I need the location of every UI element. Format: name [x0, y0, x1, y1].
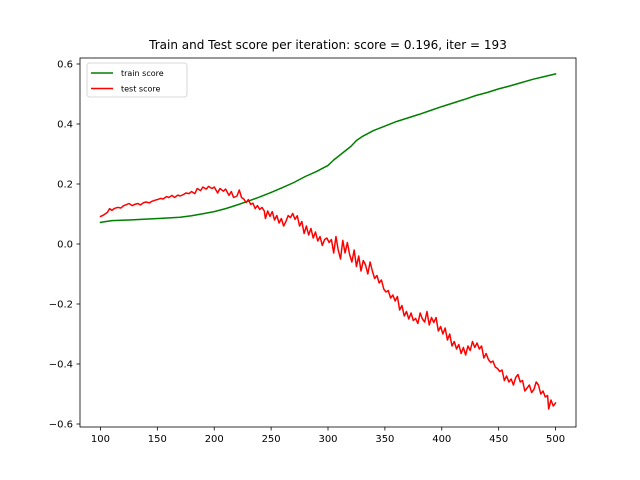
- x-tick-label: 400: [432, 434, 451, 445]
- y-tick-label: 0.6: [57, 60, 73, 71]
- y-tick-label: −0.2: [49, 300, 73, 311]
- x-tick-label: 250: [262, 434, 281, 445]
- y-tick-label: 0.0: [57, 240, 73, 251]
- chart-title: Train and Test score per iteration: scor…: [148, 38, 507, 52]
- x-tick-label: 300: [318, 434, 337, 445]
- y-tick-label: 0.2: [57, 180, 73, 191]
- legend: train score test score: [86, 62, 188, 98]
- x-tick-label: 200: [205, 434, 224, 445]
- x-tick-label: 450: [489, 434, 508, 445]
- y-tick-label: −0.4: [49, 360, 73, 371]
- x-tick-label: 500: [546, 434, 565, 445]
- series-line-test-score: [99, 185, 557, 410]
- y-tick-label: 0.4: [57, 120, 73, 131]
- x-tick-label: 350: [375, 434, 394, 445]
- legend-label-test-score: test score: [121, 85, 160, 94]
- plot-area: [99, 72, 557, 410]
- x-tick-label: 150: [148, 434, 167, 445]
- axes: 100 150 200 250 300 350 400 450 500 −0.6 −0.4 −0.2 0…: [49, 57, 577, 445]
- series-line-train-score: [99, 72, 557, 224]
- x-tick-label: 100: [91, 434, 110, 445]
- y-tick-label: −0.6: [49, 420, 73, 431]
- legend-label-train-score: train score: [121, 69, 164, 78]
